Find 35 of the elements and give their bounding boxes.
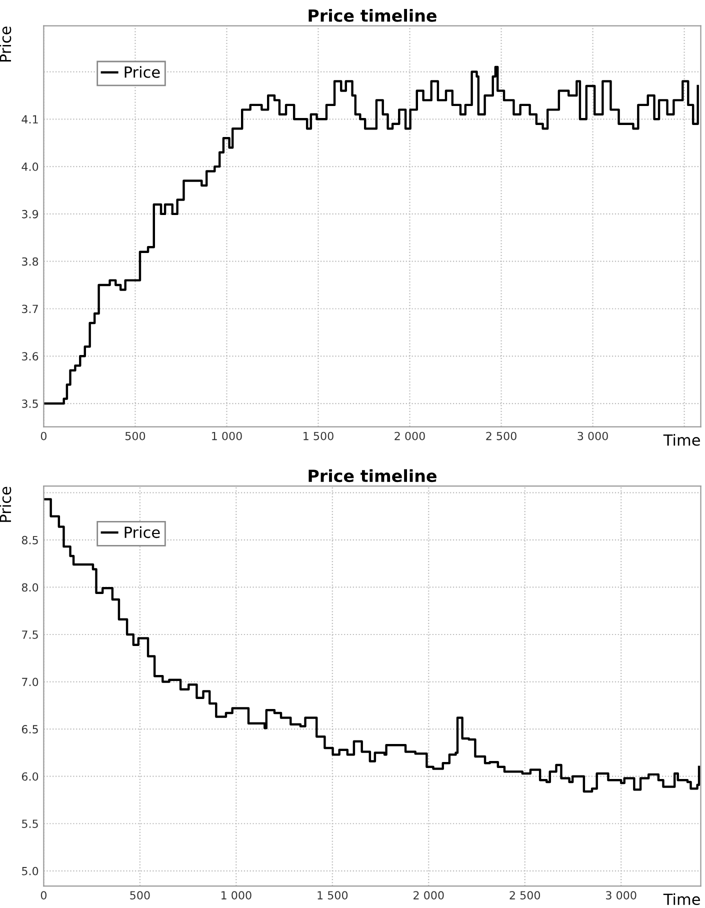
x-axis-title: Time xyxy=(663,893,700,906)
y-tick-label: 8.0 xyxy=(22,583,38,592)
y-tick-label: 3.7 xyxy=(22,304,38,314)
x-tick-label: 2 000 xyxy=(394,432,425,440)
x-tick-label: 3 000 xyxy=(578,432,608,440)
y-tick-label: 3.9 xyxy=(22,210,38,218)
x-tick-label: 0 xyxy=(40,432,47,440)
y-tick-label: 3.8 xyxy=(22,257,38,266)
y-tick-label: 3.5 xyxy=(22,400,38,408)
x-tick-label: 2 000 xyxy=(414,891,444,900)
y-tick-label: 6.5 xyxy=(22,725,38,734)
chart-title: Price timeline xyxy=(308,8,436,22)
legend-label: Price xyxy=(124,526,160,538)
y-tick-label: 5.0 xyxy=(22,866,38,876)
x-tick-label: 1 000 xyxy=(212,432,242,440)
y-tick-label: 5.5 xyxy=(22,820,38,828)
x-axis-title: Time xyxy=(663,434,700,446)
x-tick-label: 500 xyxy=(125,432,146,440)
y-tick-label: 8.5 xyxy=(22,536,38,544)
x-tick-label: 1 000 xyxy=(221,891,252,900)
y-tick-label: 6.0 xyxy=(22,772,38,781)
x-tick-label: 2 500 xyxy=(486,432,516,440)
legend-label: Price xyxy=(124,66,160,78)
x-tick-label: 1 500 xyxy=(304,432,334,440)
chart-title: Price timeline xyxy=(308,469,436,482)
y-tick-label: 7.0 xyxy=(22,678,38,686)
y-tick-label: 4.1 xyxy=(22,115,38,124)
x-tick-label: 500 xyxy=(130,891,150,900)
y-tick-label: 4.0 xyxy=(22,162,38,171)
x-tick-label: 0 xyxy=(40,891,47,900)
x-tick-label: 2 500 xyxy=(510,891,540,900)
y-tick-label: 3.6 xyxy=(22,352,38,361)
x-tick-label: 3 000 xyxy=(606,891,636,900)
x-tick-label: 1 500 xyxy=(318,891,348,900)
y-tick-label: 7.5 xyxy=(22,630,38,639)
